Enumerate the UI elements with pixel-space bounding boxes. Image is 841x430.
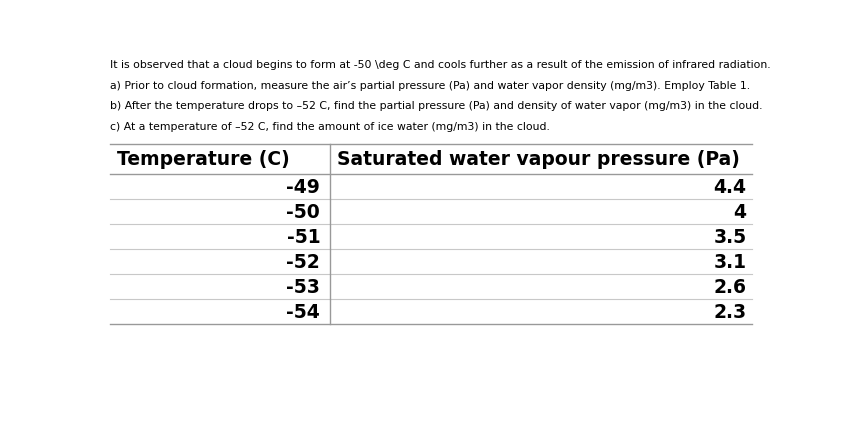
Text: Temperature (C): Temperature (C) (117, 150, 289, 169)
Text: a) Prior to cloud formation, measure the air’s partial pressure (Pa) and water v: a) Prior to cloud formation, measure the… (110, 80, 750, 90)
Text: b) After the temperature drops to –52 C, find the partial pressure (Pa) and dens: b) After the temperature drops to –52 C,… (110, 101, 763, 111)
Text: 4.4: 4.4 (713, 177, 747, 196)
Text: 2.6: 2.6 (713, 277, 747, 296)
Text: -52: -52 (287, 252, 320, 271)
Text: -50: -50 (287, 202, 320, 221)
Text: It is observed that a cloud begins to form at -50 \deg C and cools further as a : It is observed that a cloud begins to fo… (110, 60, 771, 70)
Text: -54: -54 (287, 302, 320, 321)
Text: 3.5: 3.5 (713, 227, 747, 246)
Text: 3.1: 3.1 (713, 252, 747, 271)
Text: -53: -53 (286, 277, 320, 296)
Text: Saturated water vapour pressure (Pa): Saturated water vapour pressure (Pa) (336, 150, 739, 169)
Text: c) At a temperature of –52 C, find the amount of ice water (mg/m3) in the cloud.: c) At a temperature of –52 C, find the a… (110, 121, 550, 132)
Text: 2.3: 2.3 (713, 302, 747, 321)
Text: -51: -51 (287, 227, 320, 246)
Text: 4: 4 (733, 202, 747, 221)
Text: -49: -49 (286, 177, 320, 196)
